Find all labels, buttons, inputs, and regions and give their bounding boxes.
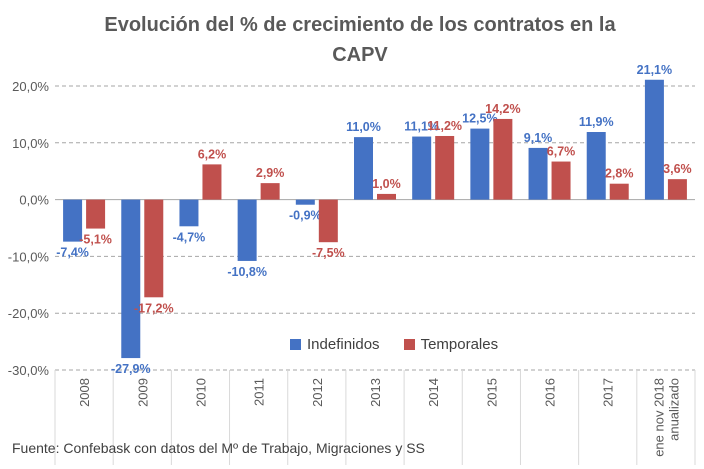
bar-indefinidos-3: [237, 199, 257, 261]
x-tick-label: 2009: [135, 378, 150, 407]
source-note: Fuente: Confebask con datos del Mº de Tr…: [12, 440, 425, 456]
bar-indefinidos-4: [295, 199, 315, 205]
data-label-temporales-4: -7,5%: [312, 246, 345, 260]
data-label-indefinidos-5: 11,0%: [346, 120, 381, 134]
legend-label-temporales: Temporales: [420, 336, 499, 353]
bar-indefinidos-5: [354, 137, 373, 200]
y-tick-label: 10,0%: [12, 136, 49, 151]
x-tick-label: 2016: [543, 378, 558, 407]
data-label-indefinidos-1: -27,9%: [111, 362, 151, 376]
bar-temporales-3: [260, 183, 280, 200]
bar-indefinidos-6: [412, 136, 432, 200]
bar-indefinidos-1: [121, 199, 141, 359]
bar-indefinidos-9: [586, 132, 606, 200]
y-tick-label: -20,0%: [8, 306, 50, 321]
chart-title-line2: CAPV: [332, 44, 388, 66]
x-tick-label: ene nov 2018: [651, 378, 666, 457]
bar-temporales-9: [609, 183, 629, 200]
data-label-indefinidos-0: -7,4%: [56, 246, 89, 260]
bar-indefinidos-0: [63, 199, 83, 242]
bar-temporales-2: [202, 164, 222, 200]
data-label-temporales-10: 3,6%: [663, 162, 692, 176]
legend-swatch-indefinidos: [290, 339, 301, 350]
bar-indefinidos-2: [179, 199, 199, 227]
data-label-temporales-3: 2,9%: [256, 166, 285, 180]
bar-temporales-1: [144, 199, 164, 298]
y-tick-label: -30,0%: [8, 363, 50, 378]
y-tick-label: 0,0%: [19, 193, 49, 208]
chart-title-line1: Evolución del % de crecimiento de los co…: [104, 14, 616, 36]
data-label-temporales-1: -17,2%: [134, 301, 174, 315]
legend-item-indefinidos: Indefinidos: [290, 336, 380, 353]
data-label-indefinidos-10: 21,1%: [637, 63, 672, 77]
data-label-indefinidos-8: 9,1%: [524, 131, 553, 145]
bar-temporales-6: [435, 135, 455, 200]
x-tick-label: 2014: [426, 378, 441, 407]
bar-temporales-4: [318, 199, 338, 243]
data-label-indefinidos-9: 11,9%: [579, 115, 614, 129]
data-label-temporales-7: 14,2%: [485, 102, 520, 116]
legend-item-temporales: Temporales: [403, 336, 499, 353]
bar-indefinidos-8: [528, 147, 548, 200]
x-tick-label: 2012: [310, 378, 325, 407]
legend-swatch-temporales: [403, 339, 415, 350]
x-tick-label: 2008: [77, 378, 92, 407]
x-tick-label: anualizado: [666, 378, 681, 441]
x-tick-label: 2015: [484, 378, 499, 407]
bar-indefinidos-10: [644, 79, 664, 200]
bar-indefinidos-7: [470, 128, 490, 200]
data-label-indefinidos-7: 12,5%: [462, 112, 497, 126]
y-tick-label: 20,0%: [12, 79, 49, 94]
bar-temporales-0: [86, 199, 106, 229]
x-tick-label: 2010: [193, 378, 208, 407]
data-label-temporales-0: -5,1%: [79, 233, 112, 247]
legend: Indefinidos Temporales: [290, 336, 498, 353]
data-label-temporales-6: 11,2%: [427, 119, 462, 133]
bar-temporales-5: [377, 193, 396, 200]
bar-temporales-10: [667, 179, 687, 200]
y-tick-label: -10,0%: [8, 249, 50, 264]
data-label-temporales-9: 2,8%: [605, 167, 634, 181]
x-tick-label: 2013: [368, 378, 383, 407]
x-tick-label: 2017: [601, 378, 616, 407]
data-label-indefinidos-6: 11,1%: [404, 120, 439, 134]
x-tick-label: 2011: [252, 378, 267, 406]
data-label-temporales-5: 1,0%: [372, 177, 401, 191]
bar-temporales-7: [493, 118, 513, 200]
data-label-indefinidos-4: -0,9%: [289, 209, 322, 223]
legend-label-indefinidos: Indefinidos: [307, 336, 380, 353]
data-label-temporales-8: 6,7%: [547, 145, 576, 159]
bar-temporales-8: [551, 161, 571, 200]
data-label-indefinidos-3: -10,8%: [227, 265, 267, 279]
data-label-temporales-2: 6,2%: [198, 147, 227, 161]
data-label-indefinidos-2: -4,7%: [173, 230, 206, 244]
